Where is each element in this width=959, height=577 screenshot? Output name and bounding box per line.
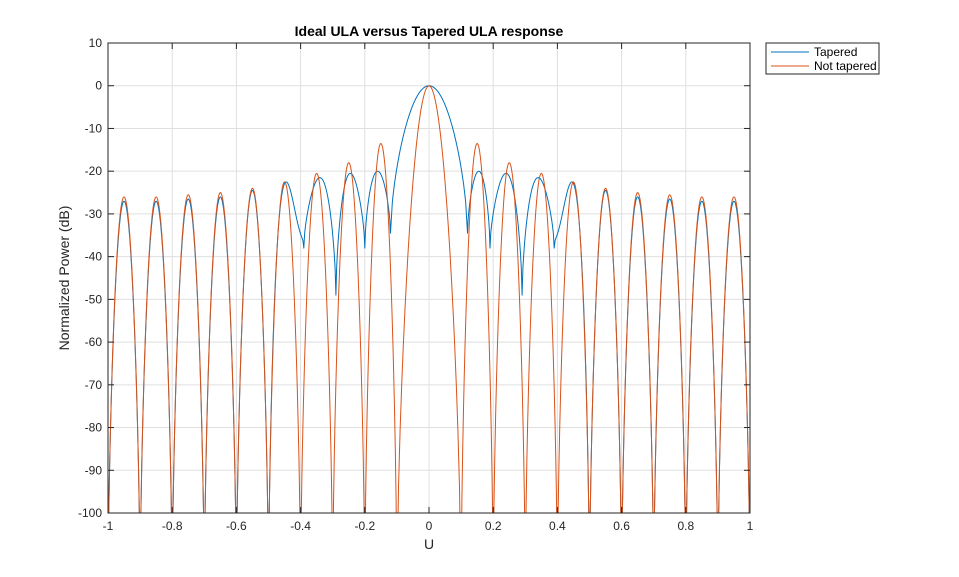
x-axis-ticks: -1 -0.8 -0.6 -0.4 -0.2 0 0.2 0.4 0.6 0.8 1 [103,43,754,533]
x-tick-label: 0.4 [549,519,566,533]
x-tick-label: -0.2 [354,519,375,533]
y-tick-label: -50 [85,292,103,306]
legend-box [765,42,880,75]
legend: Tapered Not tapered [765,42,880,75]
y-tick-label: -70 [85,378,103,392]
y-tick-label: 0 [95,79,102,93]
y-tick-label: -10 [85,121,103,135]
legend-label-not-tapered: Not tapered [814,59,877,73]
y-tick-label: -80 [85,421,103,435]
y-tick-label: -90 [85,463,103,477]
y-axis-label: Normalized Power (dB) [56,206,72,351]
y-tick-label: 10 [89,36,103,50]
y-tick-label: -20 [85,164,103,178]
x-tick-label: 0.6 [613,519,630,533]
legend-label-tapered: Tapered [814,45,857,59]
y-tick-label: -40 [85,250,103,264]
series-layer [108,85,750,513]
x-tick-label: -0.8 [162,519,183,533]
x-tick-label: 0.8 [677,519,694,533]
x-tick-label: 0 [426,519,433,533]
y-tick-label: -30 [85,207,103,221]
y-tick-label: -100 [78,506,102,520]
y-tick-label: -60 [85,335,103,349]
x-tick-label: -0.6 [226,519,247,533]
series-line-not-tapered [108,85,750,513]
chart-title: Ideal ULA versus Tapered ULA response [295,23,564,39]
x-tick-label: -1 [103,519,114,533]
x-tick-label: 1 [747,519,754,533]
x-axis-label: U [424,536,434,552]
x-tick-label: -0.4 [290,519,311,533]
x-tick-label: 0.2 [485,519,502,533]
y-axis-ticks: 10 0 -10 -20 -30 -40 -50 -60 -70 -80 -90 -100 [78,36,750,520]
